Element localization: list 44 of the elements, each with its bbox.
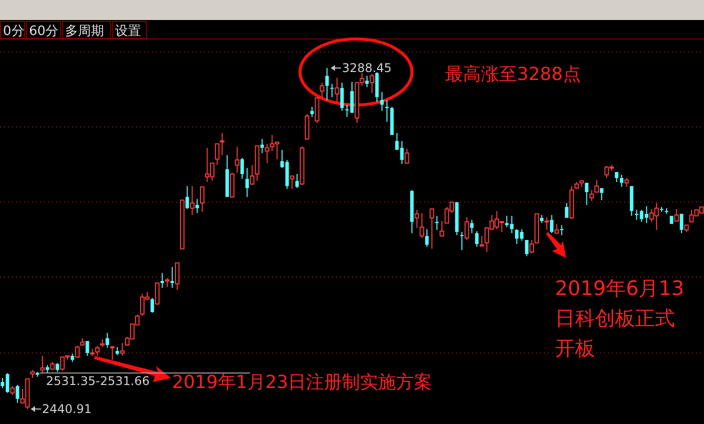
candlestick: [245, 167, 249, 198]
candlestick: [36, 371, 40, 378]
candlestick: [540, 214, 544, 224]
candlestick: [195, 198, 199, 214]
candlestick: [185, 186, 189, 210]
text: 60分: [29, 24, 59, 39]
candlestick: [120, 342, 125, 356]
candlestick: [56, 362, 60, 372]
candlestick: [190, 186, 194, 216]
candlestick: [620, 174, 624, 188]
annotation: 最高涨至3288点: [445, 64, 581, 85]
candlestick: [170, 266, 174, 288]
candlestick: [380, 91, 384, 112]
candlestick: [234, 146, 240, 174]
candlestick: [375, 72, 379, 102]
candlestick: [365, 75, 369, 88]
candlestick: [106, 332, 110, 348]
candlestick: [410, 190, 414, 234]
candlestick: [220, 132, 224, 156]
annotation: 2440.91: [42, 402, 92, 416]
candlestick: [320, 82, 324, 98]
candlestick: [660, 206, 664, 212]
annotation: 2019年1月23日注册制实施方案: [172, 372, 432, 393]
candlestick: [664, 208, 668, 214]
text: 0分: [3, 24, 24, 39]
annotation: 2019年6月13日科创板正式开板: [555, 276, 684, 360]
annotation: 2531.35-2531.66: [46, 374, 150, 388]
candlestick: [330, 83, 334, 98]
candlestick: [260, 138, 264, 154]
text: 多周期: [65, 24, 104, 39]
text: 设置: [115, 24, 141, 39]
candlestick: [340, 82, 344, 112]
candlestick: [425, 228, 429, 248]
candlestick: [560, 224, 564, 236]
candlestick: [160, 272, 164, 288]
annotation: 3288.45: [342, 61, 392, 75]
candlestick: [334, 77, 340, 102]
candlestick: [70, 353, 74, 362]
candlestick: [46, 364, 50, 374]
candlestick: [475, 230, 479, 248]
candlestick: [310, 106, 314, 118]
candlestick: [460, 231, 464, 251]
candlestick: [325, 68, 329, 100]
candlestick: [470, 219, 474, 234]
